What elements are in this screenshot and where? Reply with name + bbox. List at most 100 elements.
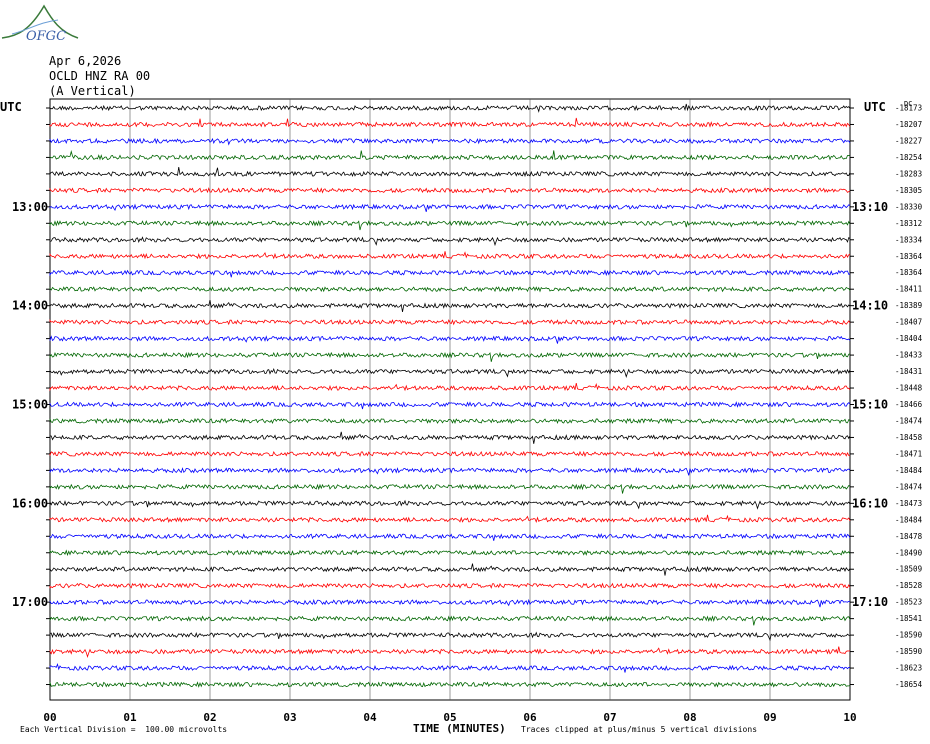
dc-offset-label: -18478 [895, 532, 923, 541]
trace-row-15 [49, 351, 851, 362]
trace-row-21 [49, 450, 851, 458]
trace-row-1 [49, 117, 851, 128]
trace-row-29 [49, 582, 851, 589]
right-axis-title: UTC [864, 100, 886, 114]
logo-text: OFGC [26, 29, 66, 44]
dc-offset-label: -18590 [895, 631, 923, 640]
dc-offset-label: -18528 [895, 581, 923, 590]
header-component: (A Vertical) [49, 84, 136, 98]
trace-row-32 [49, 631, 851, 642]
dc-offset-label: -18334 [895, 235, 923, 244]
header-date: Apr 6,2026 [49, 54, 122, 68]
dc-offset-label: -18474 [895, 417, 923, 426]
right-hour-label: 14:10 [852, 299, 888, 313]
left-hour-label: 13:00 [12, 200, 48, 214]
dc-offset-label: -18654 [895, 680, 923, 689]
dc-offset-label: -18227 [895, 136, 922, 145]
right-hour-label: 15:10 [852, 398, 888, 412]
x-tick-label: 01 [123, 711, 137, 724]
dc-offset-label: -18623 [895, 664, 922, 673]
dc-offset-label: -18411 [895, 285, 922, 294]
trace-row-25 [49, 514, 851, 524]
trace-row-3 [49, 149, 851, 161]
dc-offset-label: -18541 [895, 614, 922, 623]
trace-row-17 [49, 382, 851, 392]
right-hour-label: 16:10 [852, 496, 888, 510]
right-hour-label: 17:10 [852, 595, 888, 609]
dc-offset-label: -18433 [895, 351, 922, 360]
left-hour-label: 17:00 [12, 595, 48, 609]
x-tick-label: 09 [763, 711, 776, 724]
dc-offset-label: -18509 [895, 565, 922, 574]
axis-labels: 00 01 02 03 04 05 06 07 08 09 10 -18173 -18207 -18227… [12, 104, 923, 725]
trace-row-4 [49, 167, 851, 178]
left-hour-label: 15:00 [12, 398, 48, 412]
x-axis-label: TIME (MINUTES) [413, 722, 506, 735]
trace-row-23 [49, 483, 851, 494]
seismic-traces [49, 103, 851, 688]
dc-offset-label: -18305 [895, 186, 922, 195]
dc-offset-label: -18364 [895, 252, 923, 261]
left-axis-title: UTC [0, 100, 22, 114]
trace-row-31 [49, 615, 851, 626]
dc-offset-label: -18474 [895, 482, 923, 491]
trace-row-24 [49, 499, 851, 510]
dc-offset-label: -18484 [895, 515, 923, 524]
dc-offset-label: -18407 [895, 318, 922, 327]
dc-offset-label: -18490 [895, 548, 923, 557]
trace-row-12 [49, 299, 851, 313]
dc-offset-label: -18254 [895, 153, 923, 162]
trace-row-34 [49, 663, 851, 673]
trace-row-8 [49, 236, 851, 247]
trace-row-22 [49, 467, 851, 476]
dc-offset-label: -18207 [895, 120, 922, 129]
dc-offset-label: -18364 [895, 268, 923, 277]
trace-row-5 [49, 187, 851, 194]
plot-grid [46, 98, 854, 701]
dc-offset-label: -18404 [895, 334, 923, 343]
trace-row-2 [49, 137, 851, 146]
left-hour-label: 14:00 [12, 299, 48, 313]
dc-offset-label: -18473 [895, 499, 922, 508]
x-tick-label: 05 [443, 711, 456, 724]
trace-row-35 [49, 681, 851, 688]
x-tick-label: 03 [283, 711, 296, 724]
trace-row-27 [49, 549, 851, 557]
left-hour-label: 16:00 [12, 496, 48, 510]
dc-offset-label: -18484 [895, 466, 923, 475]
x-tick-label: 08 [683, 711, 696, 724]
trace-row-16 [49, 367, 851, 378]
right-hour-label: 13:10 [852, 200, 888, 214]
dc-offset-label: -18590 [895, 647, 923, 656]
trace-row-11 [49, 286, 851, 293]
scale-note: Each Vertical Division = 100.00 microvol… [20, 725, 228, 734]
dc-offset-label: -18523 [895, 598, 922, 607]
dc-offset-label: -18458 [895, 433, 923, 442]
trace-row-20 [49, 431, 851, 444]
x-tick-label: 00 [43, 711, 56, 724]
trace-row-6 [49, 203, 851, 212]
right-top-label: DC [904, 100, 912, 108]
dc-offset-label: -18312 [895, 219, 922, 228]
x-tick-label: 06 [523, 711, 537, 724]
dc-offset-label: -18389 [895, 301, 922, 310]
trace-row-10 [49, 269, 851, 278]
dc-offset-label: -18283 [895, 169, 922, 178]
trace-row-7 [49, 219, 851, 231]
dc-offset-label: -18448 [895, 384, 923, 393]
trace-row-9 [49, 251, 851, 260]
dc-offset-label: -18471 [895, 449, 922, 458]
ofgc-logo: OFGC [1, 4, 79, 44]
trace-row-18 [49, 401, 851, 410]
trace-row-13 [49, 318, 851, 326]
x-tick-label: 10 [843, 711, 856, 724]
x-tick-label: 04 [363, 711, 377, 724]
dc-offset-label: -18330 [895, 202, 923, 211]
trace-row-33 [49, 646, 851, 658]
header-station: OCLD HNZ RA 00 [49, 69, 151, 83]
clip-note: Traces clipped at plus/minus 5 vertical … [521, 725, 758, 734]
dc-offset-label: -18173 [895, 104, 922, 113]
logo-mountain [1, 4, 79, 39]
dc-offset-label: -18466 [895, 400, 923, 409]
